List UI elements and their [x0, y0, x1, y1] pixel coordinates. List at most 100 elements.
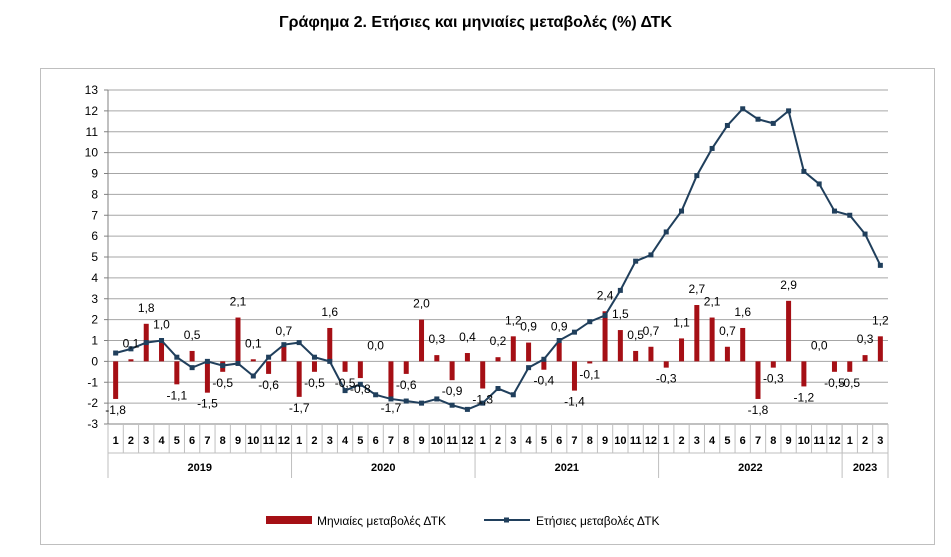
y-tick-label: 9 — [91, 167, 98, 181]
month-label: 6 — [740, 435, 746, 447]
year-label: 2023 — [853, 462, 877, 474]
line-point-annual — [877, 262, 883, 268]
line-point-annual — [357, 381, 363, 387]
bar-monthly — [709, 317, 715, 362]
bar-data-label: -0,5 — [212, 376, 233, 390]
bar-monthly — [786, 300, 792, 362]
month-label: 9 — [235, 435, 241, 447]
bar-monthly — [311, 361, 317, 372]
line-point-annual — [373, 392, 379, 398]
bar-monthly — [617, 330, 623, 362]
bar-monthly — [847, 361, 853, 372]
month-label: 12 — [828, 435, 840, 447]
line-point-annual — [679, 208, 685, 214]
line-point-annual — [617, 287, 623, 293]
bar-monthly — [571, 361, 577, 391]
bar-data-label: -1,8 — [748, 403, 769, 417]
bar-monthly — [480, 361, 486, 389]
y-tick-label: -1 — [87, 375, 98, 389]
month-label: 7 — [571, 435, 577, 447]
bar-monthly — [388, 361, 394, 397]
y-tick-label: 2 — [91, 313, 98, 327]
month-label: 8 — [770, 435, 776, 447]
bar-data-label: 1,2 — [505, 313, 522, 327]
bar-data-label: -1,5 — [197, 397, 218, 411]
bar-data-label: -0,4 — [534, 374, 555, 388]
line-point-annual — [296, 340, 302, 346]
bar-monthly — [250, 359, 256, 362]
month-label: 7 — [204, 435, 210, 447]
month-label: 5 — [724, 435, 730, 447]
bar-data-label: -0,3 — [656, 372, 677, 386]
line-point-annual — [327, 358, 333, 364]
line-point-annual — [250, 373, 256, 379]
bar-monthly — [296, 361, 302, 397]
bar-monthly — [877, 336, 883, 362]
line-point-annual — [159, 338, 165, 343]
bar-monthly — [831, 361, 837, 372]
bar-data-label: 1,5 — [612, 307, 629, 321]
month-label: 2 — [128, 435, 134, 447]
line-point-annual — [694, 173, 700, 179]
month-label: 12 — [645, 435, 657, 447]
bar-data-label: -0,5 — [304, 376, 325, 390]
month-label: 3 — [327, 435, 333, 447]
bar-data-label: 1,6 — [734, 305, 751, 319]
bar-monthly — [633, 350, 639, 362]
bar-data-label: 1,0 — [153, 318, 170, 332]
bar-data-label: 1,1 — [673, 315, 690, 329]
bar-data-label: -1,4 — [564, 395, 585, 409]
month-label: 6 — [373, 435, 379, 447]
bar-monthly — [587, 361, 593, 364]
line-point-annual — [464, 406, 470, 412]
chart-title: Γράφημα 2. Ετήσιες και μηνιαίες μεταβολέ… — [279, 14, 672, 31]
line-point-annual — [143, 340, 149, 346]
month-label: 12 — [278, 435, 290, 447]
legend-label-monthly: Μηνιαίες μεταβολές ΔΤΚ — [317, 514, 446, 528]
bar-data-label: 0,3 — [857, 332, 874, 346]
month-label: 11 — [263, 435, 275, 447]
month-label: 4 — [158, 435, 165, 447]
line-point-annual — [755, 116, 761, 122]
month-label: 2 — [678, 435, 684, 447]
bar-data-label: 2,1 — [704, 295, 721, 309]
bar-monthly — [159, 340, 165, 362]
bar-monthly — [342, 361, 348, 372]
bar-data-label: -0,1 — [579, 367, 600, 381]
bar-data-label: -0,3 — [763, 372, 784, 386]
year-label: 2019 — [188, 462, 212, 474]
bar-monthly — [434, 355, 440, 362]
bar-data-label: 2,7 — [688, 282, 705, 296]
y-tick-label: 4 — [91, 271, 98, 285]
month-label: 10 — [798, 435, 810, 447]
bar-monthly — [663, 361, 669, 368]
month-label: 2 — [311, 435, 317, 447]
bar-data-label: 2,1 — [230, 295, 247, 309]
bar-monthly — [801, 361, 807, 387]
bar-monthly — [694, 305, 700, 362]
bar-monthly — [449, 361, 455, 381]
legend-swatch-monthly — [266, 516, 312, 524]
line-point-annual — [419, 400, 425, 406]
line-point-annual — [495, 386, 501, 392]
line-point-annual — [831, 208, 837, 214]
month-label: 9 — [418, 435, 424, 447]
bar-monthly — [648, 346, 654, 362]
line-point-annual — [556, 338, 562, 343]
bar-monthly — [327, 327, 333, 362]
bar-data-label: -0,9 — [442, 384, 463, 398]
line-annual — [115, 107, 882, 411]
bar-monthly — [357, 361, 363, 379]
bar-data-label: -1,2 — [794, 390, 815, 404]
chart-frame — [40, 68, 935, 545]
month-label: 6 — [556, 435, 562, 447]
month-label: 4 — [526, 435, 533, 447]
line-point-annual — [311, 354, 317, 360]
bar-data-label: -1,1 — [166, 388, 187, 402]
bar-data-label: -1,7 — [381, 401, 402, 415]
month-label: 11 — [446, 435, 458, 447]
month-label: 3 — [877, 435, 883, 447]
month-label: 8 — [403, 435, 409, 447]
month-label: 10 — [247, 435, 259, 447]
